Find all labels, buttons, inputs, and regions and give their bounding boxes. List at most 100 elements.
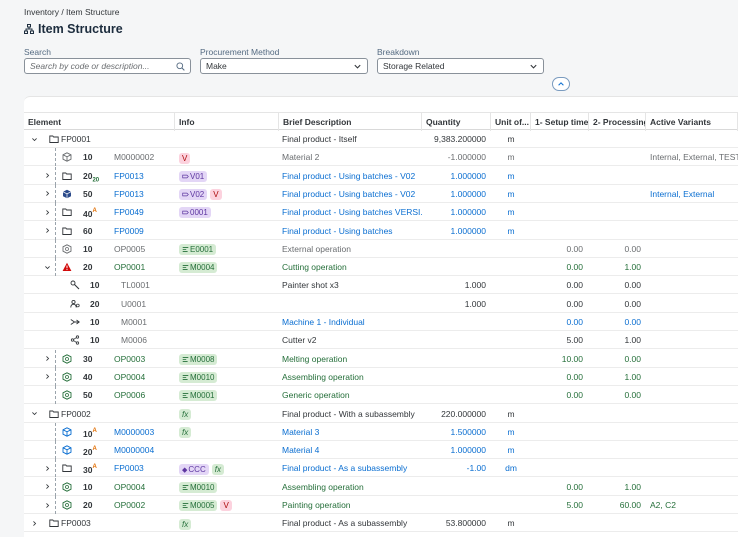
table-row[interactable]: 50 FP0013 V02 V Final product - Using batche… bbox=[24, 184, 738, 203]
expand-row-icon[interactable] bbox=[42, 368, 52, 386]
collapse-row-icon[interactable] bbox=[42, 258, 52, 276]
element-code[interactable]: OP0001 bbox=[114, 262, 146, 273]
expand-row-icon[interactable] bbox=[42, 459, 52, 477]
collapse-row-icon[interactable] bbox=[29, 130, 39, 148]
info-tag[interactable]: V bbox=[179, 152, 191, 164]
element-code[interactable]: OP0005 bbox=[114, 243, 146, 254]
quantity-value: 1.500000 bbox=[450, 426, 486, 437]
search-input[interactable]: Search by code or description... bbox=[24, 58, 191, 74]
element-code[interactable]: FP0003 bbox=[114, 463, 144, 474]
table-row[interactable]: 20 OP0001 M0004 Cutting operation 0.00 1.00 bbox=[24, 258, 738, 277]
expand-row-icon[interactable] bbox=[29, 514, 39, 532]
table-row[interactable]: 10 OP0004 M0010 Assembling operation 0.00 1.0… bbox=[24, 477, 738, 496]
table-row[interactable]: FP0001 Final product - Itself 9,383.200000… bbox=[24, 130, 738, 148]
column-header-7[interactable]: Active Variants bbox=[646, 113, 738, 131]
info-tag[interactable]: M0008 bbox=[179, 353, 218, 365]
element-code[interactable]: FP0001 bbox=[61, 134, 91, 144]
table-row[interactable]: 10 M0000002 V Material 2 -1.000000 m Internal,… bbox=[24, 148, 738, 167]
procurement-method-select[interactable]: Make bbox=[200, 58, 368, 74]
table-row[interactable]: 10 M0006 Cutter v2 5.00 1.00 bbox=[24, 331, 738, 350]
element-code[interactable]: FP0009 bbox=[114, 225, 144, 236]
table-row[interactable]: 2020 FP0013 V01 Final product - Using batch… bbox=[24, 166, 738, 185]
column-header-6[interactable]: 2- Processing bbox=[589, 113, 646, 131]
element-code[interactable]: M0000003 bbox=[114, 426, 155, 437]
table-row[interactable]: 40A FP0049 0001 Final product - Using batch… bbox=[24, 203, 738, 222]
element-code[interactable]: U0001 bbox=[121, 298, 147, 309]
search-icon[interactable] bbox=[176, 61, 185, 71]
info-cell: 0001 bbox=[179, 203, 279, 221]
element-code[interactable]: FP0013 bbox=[114, 170, 144, 181]
element-code[interactable]: FP0002 bbox=[61, 408, 91, 419]
setup-time-value: 0.00 bbox=[566, 298, 583, 309]
brief-description: Cutter v2 bbox=[282, 335, 317, 346]
info-tag[interactable]: V02 bbox=[179, 189, 208, 201]
element-code[interactable]: M0000004 bbox=[114, 445, 155, 456]
table-row[interactable]: 20 OP0002 M0005 V Painting operation 5.00 60.0… bbox=[24, 496, 738, 514]
table-row[interactable]: 20 U0001 1.000 0.00 0.00 bbox=[24, 295, 738, 313]
info-tag[interactable]: fx bbox=[211, 463, 224, 475]
breakdown-select[interactable]: Storage Related bbox=[377, 58, 544, 74]
table-row[interactable]: FP0003 fx Final product - As a subassembly… bbox=[24, 514, 738, 533]
column-header-4[interactable]: Unit of... bbox=[491, 113, 531, 131]
table-row[interactable]: 10A M0000003 fx Material 3 1.500000 m bbox=[24, 422, 738, 441]
table-row[interactable]: 40 OP0004 M0010 Assembling operation 0.00 1.0… bbox=[24, 367, 738, 386]
table-row[interactable]: FP0002 fx Final product - With a subassemb… bbox=[24, 405, 738, 423]
table-row[interactable]: 20A M0000004 Material 4 1.000000 m bbox=[24, 441, 738, 460]
table-row[interactable]: 50 OP0006 M0001 Generic operation 0.00 0.00 bbox=[24, 386, 738, 405]
collapse-header-button[interactable] bbox=[552, 77, 570, 91]
active-variants bbox=[650, 240, 738, 258]
table-row[interactable]: 10 TL0001 Painter shot x3 1.000 0.00 0.00 bbox=[24, 276, 738, 295]
table-row[interactable]: 30 OP0003 M0008 Melting operation 10.00 0.00 bbox=[24, 349, 738, 368]
info-tag[interactable]: fx bbox=[179, 427, 192, 439]
info-tag[interactable]: M0005 bbox=[179, 500, 218, 512]
element-code[interactable]: FP0013 bbox=[114, 188, 144, 199]
expand-row-icon[interactable] bbox=[42, 222, 52, 240]
table-row[interactable]: 10 M0001 Machine 1 - Individual 0.00 0.00 bbox=[24, 313, 738, 331]
expand-row-icon[interactable] bbox=[42, 496, 52, 514]
element-code[interactable]: M0006 bbox=[121, 335, 147, 346]
info-cell: M0005 V bbox=[179, 496, 279, 514]
element-code[interactable]: OP0002 bbox=[114, 500, 146, 510]
column-header-3[interactable]: Quantity bbox=[422, 113, 491, 131]
column-header-2[interactable]: Brief Description bbox=[279, 113, 422, 131]
info-tag[interactable]: 0001 bbox=[179, 207, 211, 219]
info-tag[interactable]: ◆CCC bbox=[179, 463, 209, 475]
column-header-5[interactable]: 1- Setup time bbox=[531, 113, 589, 131]
info-tag[interactable]: M0010 bbox=[179, 372, 218, 384]
expand-row-icon[interactable] bbox=[42, 167, 52, 185]
table-row[interactable]: 60 FP0009 Final product - Using batches 1.0… bbox=[24, 221, 738, 240]
expand-row-icon[interactable] bbox=[42, 185, 52, 203]
expand-row-icon[interactable] bbox=[42, 478, 52, 496]
info-tag[interactable]: M0001 bbox=[179, 390, 218, 402]
info-tag[interactable]: M0004 bbox=[179, 262, 218, 274]
info-tag[interactable]: fx bbox=[179, 408, 192, 420]
table-row[interactable]: 10 OP0005 E0001 External operation 0.00 0.00 bbox=[24, 239, 738, 258]
expand-row-icon[interactable] bbox=[42, 350, 52, 368]
element-code[interactable]: TL0001 bbox=[121, 280, 150, 291]
element-code[interactable]: M0000002 bbox=[114, 152, 155, 163]
element-code[interactable]: FP0049 bbox=[114, 207, 144, 218]
element-code[interactable]: OP0004 bbox=[114, 371, 146, 382]
breadcrumb[interactable]: Inventory / Item Structure bbox=[24, 7, 120, 17]
expand-row-icon[interactable] bbox=[42, 203, 52, 221]
position-number: 20 bbox=[83, 262, 93, 273]
column-header-0[interactable]: Element bbox=[24, 113, 175, 131]
column-header-1[interactable]: Info bbox=[175, 113, 279, 131]
element-code[interactable]: OP0003 bbox=[114, 353, 146, 364]
setup-time-value bbox=[531, 185, 583, 203]
info-tag[interactable]: V bbox=[210, 189, 222, 201]
collapse-row-icon[interactable] bbox=[29, 405, 39, 423]
table-row[interactable]: 30A FP0003 ◆CCC fx Final product - As a suba… bbox=[24, 459, 738, 478]
operation-icon bbox=[62, 244, 72, 254]
info-tag[interactable]: V01 bbox=[179, 170, 208, 182]
element-code[interactable]: M0001 bbox=[121, 317, 147, 327]
info-tag[interactable]: V bbox=[220, 500, 232, 512]
info-tag[interactable]: fx bbox=[179, 518, 192, 530]
info-tag[interactable]: E0001 bbox=[179, 244, 217, 256]
element-code[interactable]: OP0004 bbox=[114, 481, 146, 492]
setup-time-value bbox=[531, 459, 583, 477]
info-tag[interactable]: M0010 bbox=[179, 481, 218, 493]
element-code[interactable]: OP0006 bbox=[114, 390, 146, 401]
setup-time-value: 0.00 bbox=[566, 280, 583, 291]
element-code[interactable]: FP0003 bbox=[61, 518, 91, 529]
